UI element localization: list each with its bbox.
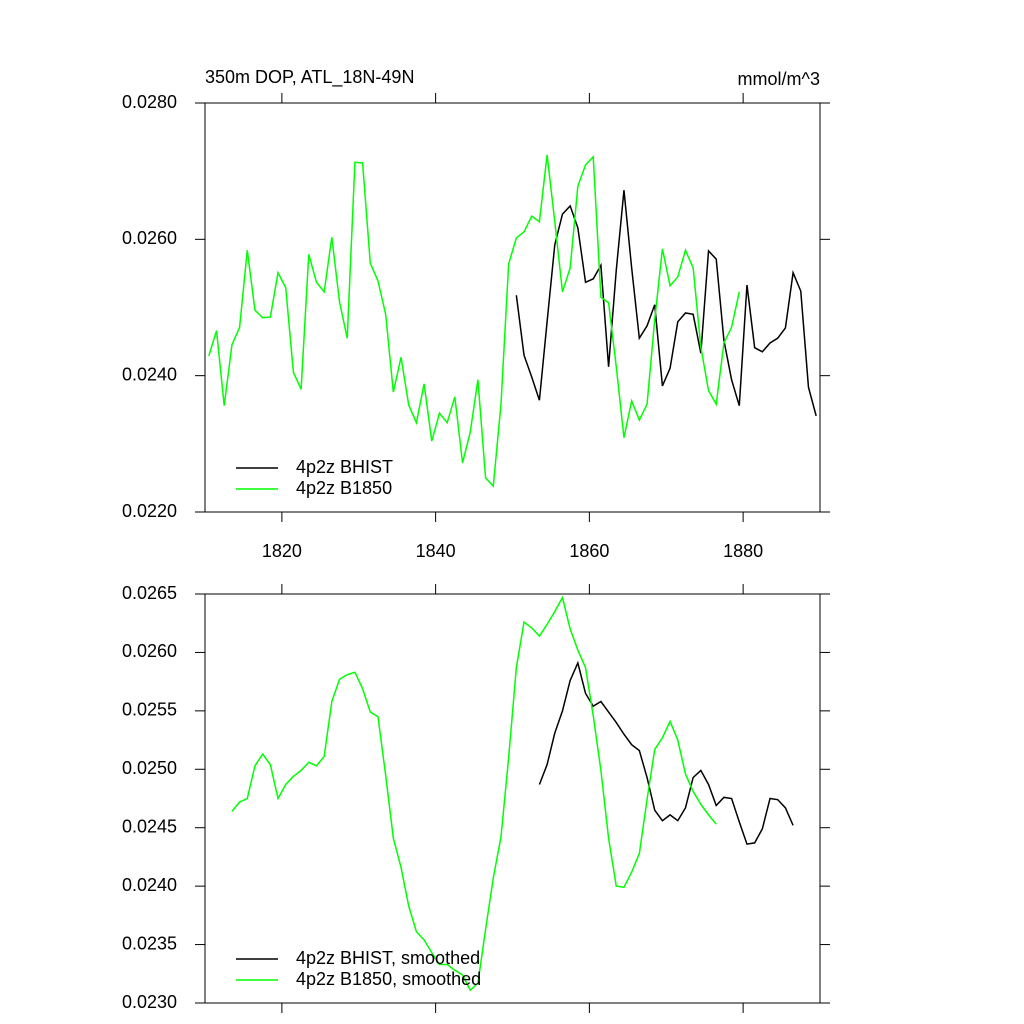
y-tick-label: 0.0265 [122,583,177,603]
y-tick-label: 0.0255 [122,700,177,720]
y-tick-label: 0.0240 [122,875,177,895]
y-tick-label: 0.0260 [122,228,177,248]
y-tick-label: 0.0260 [122,641,177,661]
data-line [231,595,717,992]
y-tick-label: 0.0240 [122,364,177,384]
y-tick-label: 0.0235 [122,933,177,953]
plot-frame [204,102,821,513]
chart-title: 350m DOP, ATL_18N-49N [205,67,414,88]
y-tick-label: 0.0245 [122,816,177,836]
y-tick-label: 0.0230 [122,992,177,1012]
data-line [515,190,817,417]
legend-label: 4p2z BHIST, smoothed [296,948,480,968]
data-line [208,154,741,488]
y-tick-label: 0.0280 [122,92,177,112]
x-tick-label: 1860 [569,541,609,561]
x-tick-label: 1820 [262,541,302,561]
y-tick-label: 0.0250 [122,758,177,778]
legend-label: 4p2z B1850 [296,478,392,498]
x-tick-label: 1840 [416,541,456,561]
x-tick-label: 1880 [723,541,763,561]
legend-label: 4p2z BHIST [296,457,393,477]
data-line [538,660,794,845]
y-tick-label: 0.0220 [122,501,177,521]
plot-frame [204,593,821,1004]
units-label: mmol/m^3 [738,69,820,89]
legend-label: 4p2z B1850, smoothed [296,969,481,989]
